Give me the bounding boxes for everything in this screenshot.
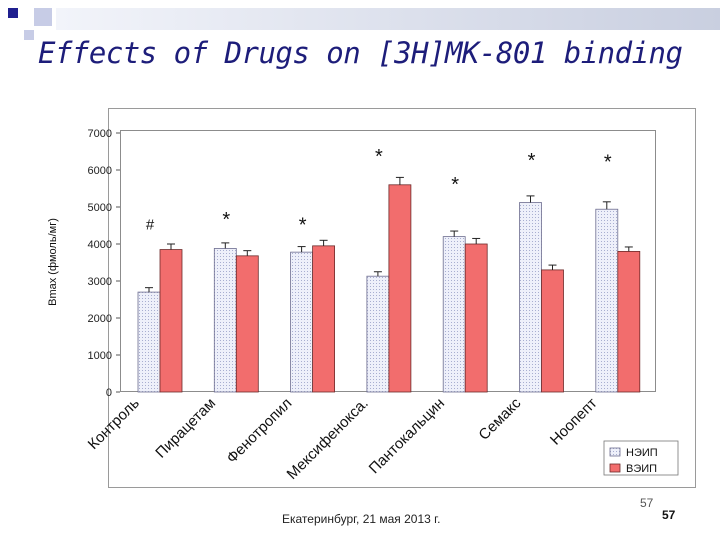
bar-veip — [312, 245, 336, 393]
title-bar-decoration — [56, 8, 720, 30]
significance-asterisk: * — [375, 146, 383, 168]
legend-label-veip: ВЭИП — [626, 463, 657, 475]
bar-neip — [442, 236, 466, 393]
bar-neip — [137, 291, 161, 393]
page-number-bold: 57 — [662, 508, 676, 522]
x-category-label: Контроль — [85, 395, 143, 453]
y-tick-label: 7000 — [88, 128, 112, 140]
legend-swatch-veip — [609, 463, 621, 473]
significance-asterisk: * — [528, 150, 536, 172]
x-category-label: Семакс — [475, 394, 524, 443]
significance-asterisk: * — [299, 215, 307, 237]
decor-square-light — [34, 8, 52, 26]
bar-neip — [519, 202, 542, 393]
x-category-label: Пирацетам — [152, 395, 219, 462]
bar-veip — [541, 269, 564, 393]
bar-veip — [235, 255, 259, 393]
y-tick-label: 1000 — [88, 350, 112, 362]
significance-asterisk: * — [451, 174, 459, 196]
bar-neip — [290, 251, 314, 393]
slide-title: Effects of Drugs on [3H]MK-801 binding — [38, 36, 683, 70]
footer-text: Екатеринбург, 21 мая 2013 г. — [282, 512, 441, 526]
y-axis-label: Bmax (фмоль/мг) — [47, 218, 59, 306]
x-category-label: Мексифенокса. — [284, 395, 372, 483]
legend-swatch-neip — [609, 447, 621, 457]
x-category-label: Фенотропил — [223, 395, 295, 467]
y-tick-label: 6000 — [88, 165, 112, 177]
bar-veip — [159, 249, 183, 393]
x-category-label: Ноопепт — [547, 395, 601, 449]
bar-veip — [388, 184, 412, 393]
y-tick-label: 2000 — [88, 313, 112, 325]
bar-neip — [595, 208, 619, 393]
y-tick-label: 4000 — [88, 239, 112, 251]
significance-hash: # — [146, 217, 155, 234]
decor-square-dark — [8, 8, 18, 18]
legend-label-neip: НЭИП — [626, 447, 658, 459]
decor-square-light-small — [24, 30, 34, 40]
y-tick-label: 3000 — [88, 276, 112, 288]
significance-asterisk: * — [604, 152, 612, 174]
bar-neip — [213, 248, 237, 393]
y-tick-label: 0 — [106, 387, 112, 399]
x-category-label: Пантокальцин — [366, 395, 448, 477]
bar-neip — [366, 275, 390, 393]
y-tick-label: 5000 — [88, 202, 112, 214]
page-number: 57 — [640, 496, 654, 510]
bar-veip — [464, 243, 488, 393]
significance-asterisk: * — [222, 209, 230, 231]
bar-veip — [617, 250, 641, 393]
